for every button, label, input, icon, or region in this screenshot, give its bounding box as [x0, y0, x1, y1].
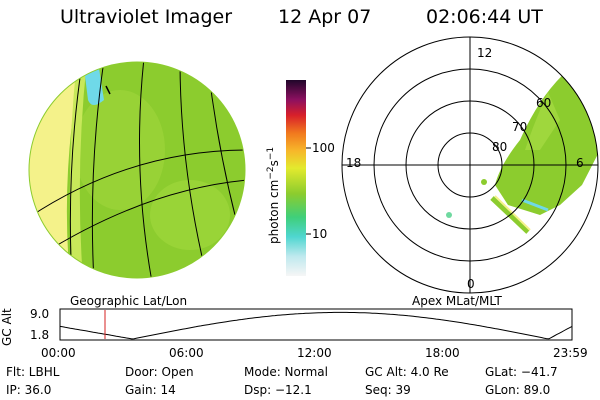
mlt-label-0: 0 [467, 277, 475, 291]
status-glon: GLon: 89.0 [485, 383, 551, 397]
time-label: 02:06:44 UT [426, 6, 543, 28]
left-caption: Geographic Lat/Lon [70, 294, 188, 308]
colorbar-tick-10: 10 [312, 227, 328, 241]
time-tick-1800: 18:00 [425, 346, 460, 360]
altitude-curve [59, 311, 573, 340]
status-glat: GLat: −41.7 [485, 365, 558, 379]
altitude-plot [59, 308, 573, 341]
status-door: Door: Open [125, 365, 194, 379]
polar-plot [341, 36, 599, 294]
altitude-ytick-9: 9.0 [30, 307, 50, 321]
date-label: 12 Apr 07 [278, 6, 372, 28]
app-title: Ultraviolet Imager [60, 6, 233, 28]
altitude-ylabel: GC Alt [0, 308, 14, 346]
colorbar [286, 80, 311, 276]
right-caption: Apex MLat/MLT [412, 294, 502, 308]
mlt-label-12: 12 [477, 46, 493, 60]
mlt-label-18: 18 [346, 156, 362, 170]
mlt-label-6: 6 [576, 156, 584, 170]
mlat-label-80: 80 [492, 140, 508, 154]
status-ip: IP: 36.0 [6, 383, 52, 397]
mlat-label-70: 70 [512, 120, 528, 134]
time-tick-0600: 06:00 [169, 346, 204, 360]
mlat-label-60: 60 [536, 96, 552, 110]
geographic-image [28, 61, 246, 279]
time-tick-2359: 23:59 [553, 346, 588, 360]
status-gain: Gain: 14 [125, 383, 176, 397]
status-dsp: Dsp: −12.1 [244, 383, 312, 397]
time-tick-1200: 12:00 [297, 346, 332, 360]
status-filter: Flt: LBHL [6, 365, 60, 379]
colorbar-unit-label: photon cm−2s−1 [266, 146, 281, 244]
time-tick-0000: 00:00 [41, 346, 76, 360]
status-seq: Seq: 39 [365, 383, 411, 397]
status-mode: Mode: Normal [244, 365, 328, 379]
colorbar-tick-100: 100 [312, 141, 335, 155]
status-gc-alt: GC Alt: 4.0 Re [365, 365, 449, 379]
altitude-ytick-1-8: 1.8 [30, 328, 50, 342]
